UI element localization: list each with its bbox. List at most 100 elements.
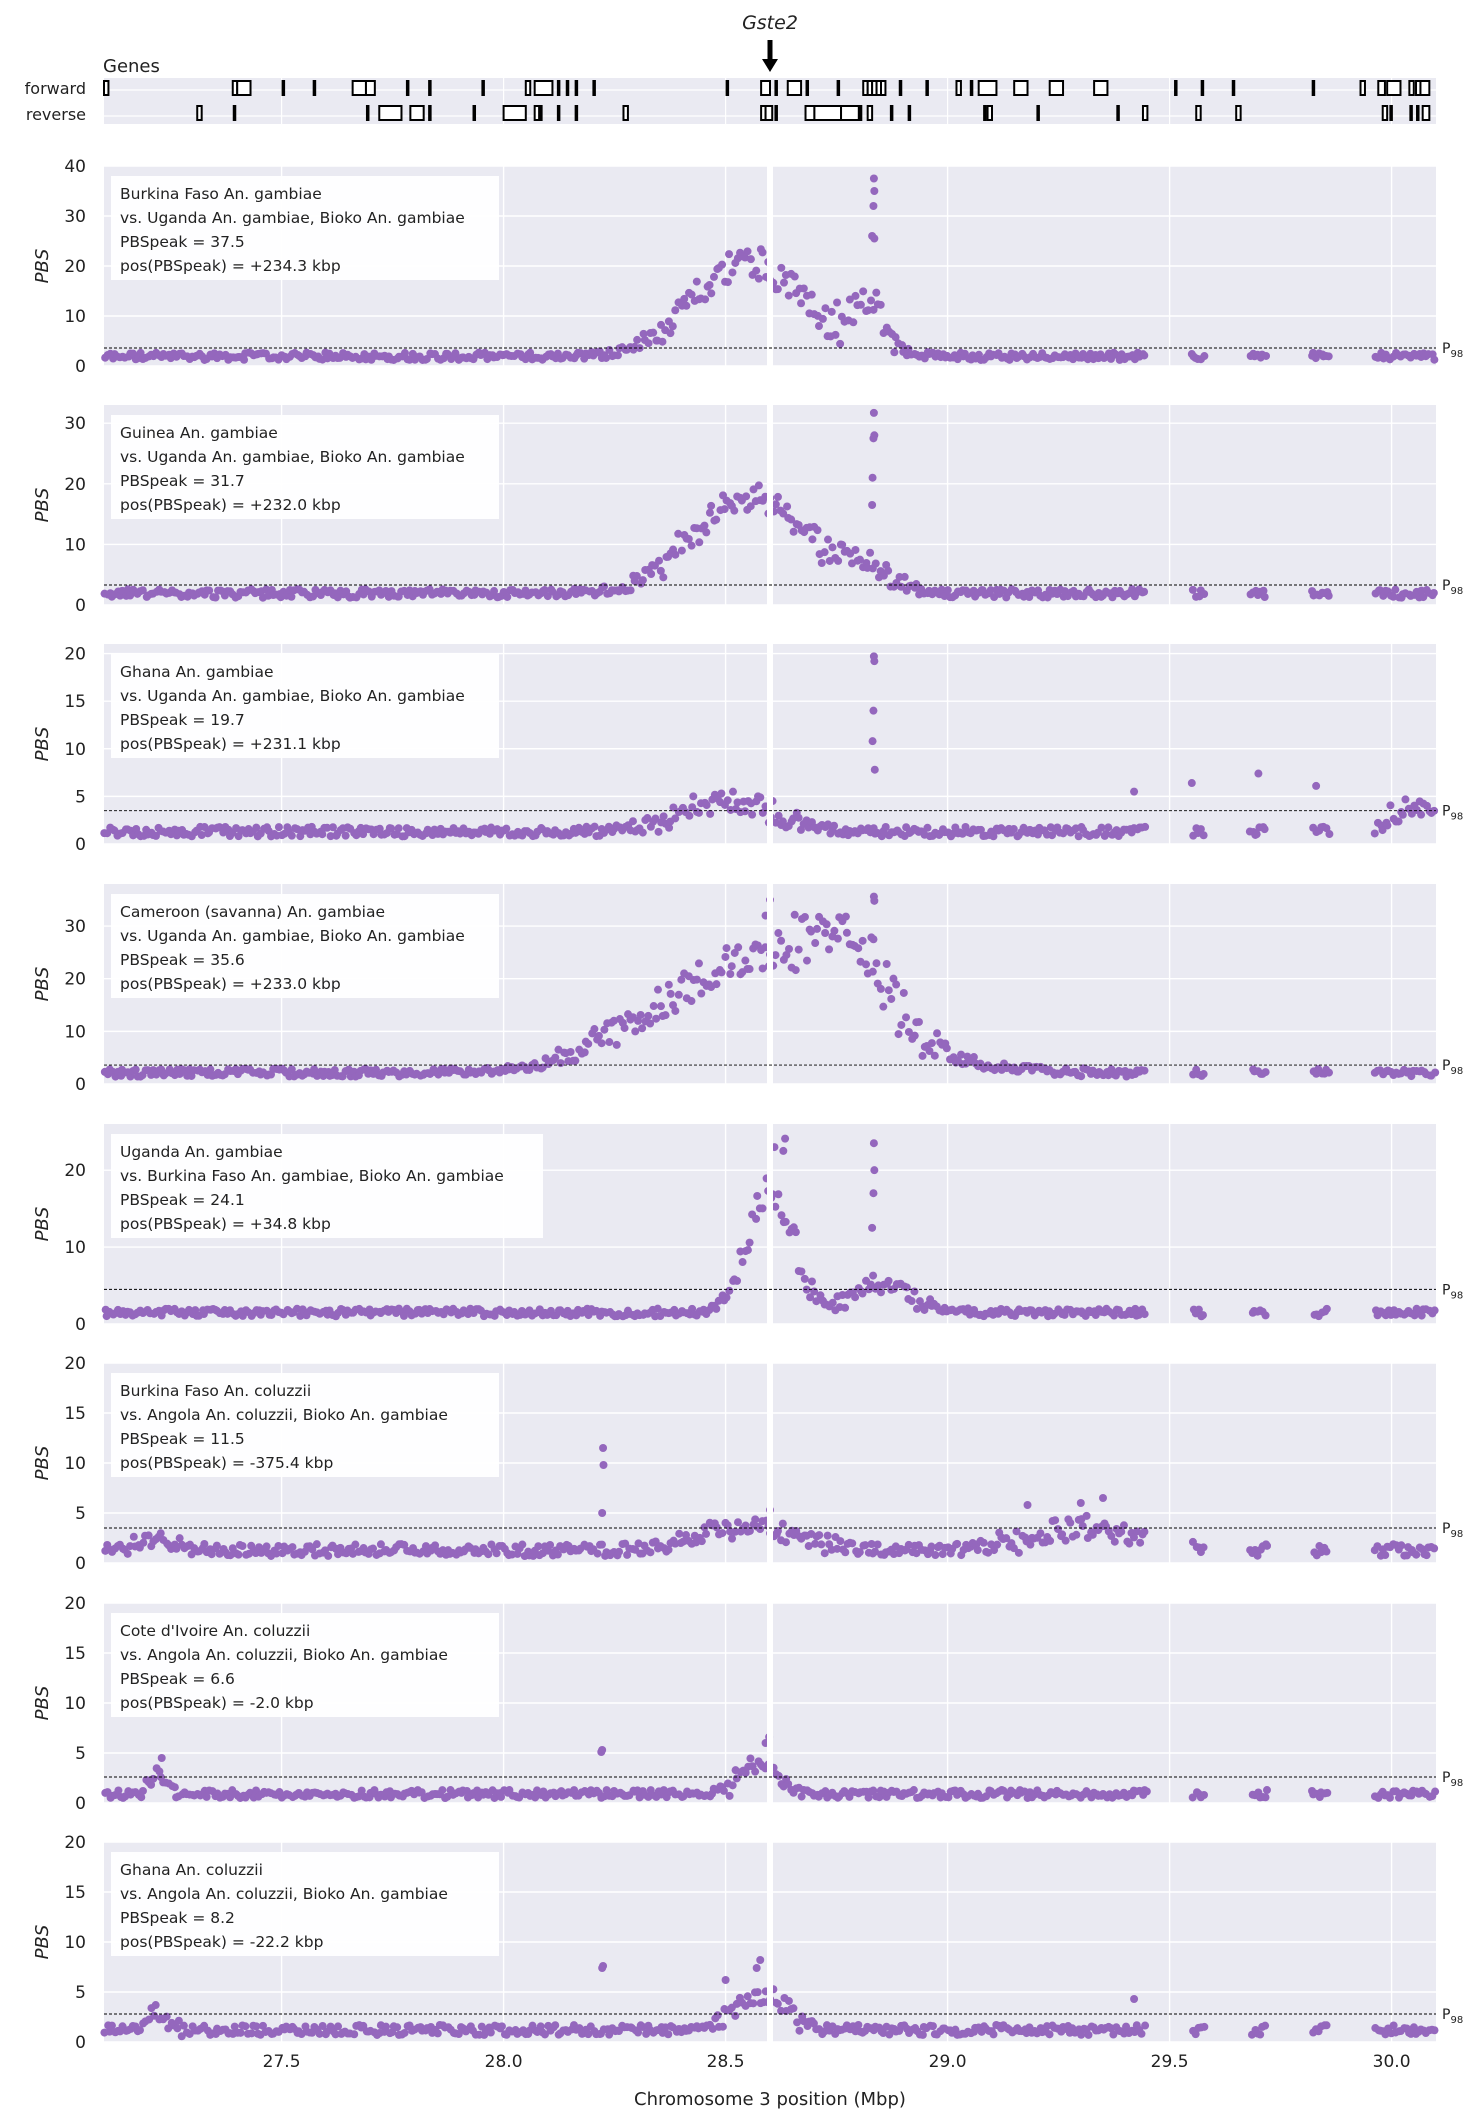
pbs-point [653, 985, 662, 994]
forward-gene [1093, 80, 1109, 96]
pbs-point [538, 1063, 547, 1072]
legend-box [111, 415, 499, 519]
pbs-point [1322, 2021, 1331, 2030]
pbs-point [717, 789, 726, 798]
forward-gene [1408, 80, 1415, 96]
pbs-point [771, 1202, 780, 1211]
reverse-gene [428, 105, 432, 121]
y-tick-label: 20 [64, 1161, 86, 1181]
pbs-point [1117, 1527, 1126, 1536]
pbs-point [609, 1016, 618, 1025]
gene-track: Genes forward reverse Gste2 [25, 12, 1436, 124]
pbs-point [643, 814, 652, 823]
pbs-panel: 0 10 20 30 PBS P98 Guinea An. gambiae vs. Ugand… [32, 405, 1463, 616]
pbs-point [746, 1754, 755, 1763]
pbs-point [794, 813, 803, 822]
pbs-point [534, 1542, 543, 1551]
pbs-point [1398, 810, 1407, 819]
pbs-point [723, 796, 732, 805]
pbs-point [649, 1002, 658, 1011]
pbs-point [969, 1053, 978, 1062]
legend-line: vs. Burkina Faso An. gambiae, Bioko An. … [120, 1167, 504, 1185]
pbs-point [151, 831, 160, 840]
pbs-point [1430, 2026, 1439, 2035]
pbs-point [868, 473, 877, 482]
legend-box [111, 1373, 499, 1477]
focal-gene-gap [767, 1363, 773, 1563]
pbs-point [1200, 2022, 1209, 2031]
p98-label: P98 [1442, 1521, 1463, 1540]
p98-label: P98 [1442, 1058, 1463, 1077]
pbs-point [851, 1293, 860, 1302]
pbs-point [777, 936, 786, 945]
pbs-point [907, 1297, 916, 1306]
pbs-point [656, 566, 665, 575]
pbs-point [773, 1999, 782, 2008]
reverse-gene [539, 105, 543, 121]
pbs-point [1122, 2022, 1131, 2031]
pbs-point [891, 333, 900, 342]
y-axis-label: PBS [32, 1446, 53, 1481]
pbs-point [733, 1518, 742, 1527]
y-tick-label: 30 [64, 414, 86, 434]
pbs-point [831, 330, 840, 339]
pbs-point [748, 810, 757, 819]
pbs-point [899, 988, 908, 997]
pbs-point [211, 593, 220, 602]
pbs-point [799, 284, 808, 293]
pbs-point [773, 492, 782, 501]
pbs-point [927, 1542, 936, 1551]
pbs-point [598, 1964, 607, 1972]
pbs-point [742, 492, 751, 501]
pbs-point [815, 1531, 824, 1540]
pbs-point [774, 929, 783, 938]
pbs-point [732, 1774, 741, 1783]
pbs-point [870, 896, 879, 905]
pbs-point [871, 1547, 880, 1556]
legend-line: vs. Uganda An. gambiae, Bioko An. gambia… [120, 927, 465, 945]
pbs-point [1012, 1527, 1021, 1536]
pbs-point [252, 2022, 261, 2031]
pbs-point [400, 2028, 409, 2037]
pbs-point [628, 817, 637, 826]
pbs-point [733, 798, 742, 807]
pbs-point [240, 355, 249, 364]
pbs-point [774, 1190, 783, 1199]
y-tick-label: 10 [64, 307, 86, 327]
reverse-gene [840, 105, 860, 121]
pbs-point [1323, 1788, 1332, 1797]
focal-gene-gap [767, 1603, 773, 1803]
forward-gene [281, 80, 286, 96]
pbs-point [1005, 355, 1014, 364]
pbs-point [1140, 351, 1149, 360]
pbs-point [771, 500, 780, 509]
reverse-gene [866, 105, 874, 121]
pbs-point [718, 1529, 727, 1538]
pbs-point [866, 548, 875, 557]
pbs-point [626, 586, 635, 595]
pbs-point [1389, 592, 1398, 601]
x-tick-label: 29.5 [1151, 2052, 1189, 2072]
pbs-point [725, 1791, 734, 1800]
p98-label: P98 [1442, 804, 1463, 823]
pbs-point [851, 291, 860, 300]
pbs-point [357, 1786, 366, 1795]
legend-line: pos(PBSpeak) = +233.0 kbp [120, 975, 341, 993]
reverse-gene [378, 105, 403, 121]
y-tick-label: 20 [64, 475, 86, 495]
pbs-point [879, 1002, 888, 1011]
pbs-point [718, 2022, 727, 2031]
pbs-point [841, 1303, 850, 1312]
pbs-point [872, 288, 881, 297]
reverse-gene [1389, 105, 1393, 121]
p98-label: P98 [1442, 1282, 1463, 1301]
pbs-point [800, 912, 809, 921]
pbs-point [599, 1461, 608, 1469]
legend-line: PBSpeak = 37.5 [120, 233, 245, 251]
legend-line: pos(PBSpeak) = -22.2 kbp [120, 1933, 323, 1951]
pbs-point [518, 1540, 527, 1549]
pbs-point [811, 939, 820, 948]
pbs-panel: 0 5 10 15 20 PBS P98 Ghana An. coluzzii vs. Ango… [32, 1833, 1463, 2053]
pbs-point [129, 1532, 138, 1541]
legend-line: vs. Uganda An. gambiae, Bioko An. gambia… [120, 209, 465, 227]
